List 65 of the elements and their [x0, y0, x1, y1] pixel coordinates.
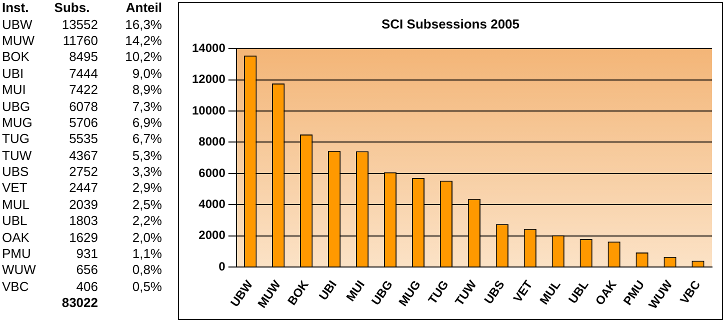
- text: 7422: [68, 82, 99, 98]
- y-tick-label: 0: [218, 259, 226, 274]
- text: 656: [75, 262, 99, 279]
- text: 5,3%: [131, 148, 163, 164]
- text: 16,3%: [124, 16, 163, 33]
- text: OAK: [1, 229, 30, 246]
- text: MUG: [1, 114, 34, 132]
- text: 406: [75, 278, 99, 296]
- text: 10,2%: [124, 49, 163, 66]
- text: UBL: [1, 213, 28, 230]
- text: 6,7%: [131, 131, 163, 148]
- text: 8,9%: [131, 82, 163, 98]
- text: 2039: [68, 196, 99, 214]
- text: 14,2%: [124, 32, 163, 50]
- y-tick-label: 4000: [198, 196, 226, 211]
- text: 5535: [68, 131, 99, 148]
- text: BOK: [1, 49, 30, 66]
- text: 8495: [68, 49, 99, 66]
- text: TUW: [1, 148, 33, 164]
- y-tick-label: 2000: [198, 228, 226, 242]
- text: 2,0%: [131, 229, 163, 246]
- text: 9,0%: [131, 66, 163, 82]
- text: 5706: [68, 114, 99, 132]
- text: UBI: [1, 66, 25, 82]
- x-tick-label: UBI: [316, 278, 340, 303]
- text: Subs.: [53, 0, 91, 16]
- text: VET: [1, 180, 28, 197]
- text: 3,3%: [131, 164, 163, 180]
- text: 0,8%: [131, 262, 163, 279]
- y-tick-label: 10000: [192, 103, 226, 118]
- text: UBG: [1, 98, 32, 115]
- text: PMU: [1, 246, 32, 262]
- text: UBW: [1, 16, 34, 33]
- text: TUG: [1, 131, 30, 148]
- text: 2,2%: [131, 213, 163, 230]
- y-tick-label: 14000: [192, 40, 226, 55]
- text: 7444: [68, 66, 99, 82]
- text: 1,1%: [131, 246, 163, 262]
- y-tick-label: 12000: [192, 72, 226, 86]
- text: MUL: [1, 196, 30, 214]
- text: Inst.: [1, 0, 30, 16]
- text: 1629: [68, 229, 99, 246]
- text: 0,5%: [131, 278, 163, 296]
- text: 11760: [62, 32, 99, 50]
- text: 2,5%: [131, 196, 163, 214]
- text: 6,9%: [131, 114, 163, 132]
- text: 4367: [68, 148, 99, 164]
- text: Anteil: [124, 0, 163, 16]
- text: MUW: [1, 32, 36, 50]
- y-tick-label: 6000: [198, 166, 226, 180]
- chart-title: SCI Subsessions 2005: [381, 16, 520, 32]
- text: 83022: [60, 295, 99, 312]
- text: MUI: [1, 82, 27, 98]
- text: 2447: [68, 180, 99, 197]
- x-tick-label: UBL: [566, 278, 592, 306]
- text: WUW: [1, 262, 37, 279]
- text: 931: [75, 246, 99, 262]
- y-tick-label: 8000: [198, 134, 226, 149]
- text: 2,9%: [131, 180, 163, 197]
- text: 2752: [68, 164, 99, 180]
- text: 7,3%: [131, 98, 163, 115]
- text: 6078: [68, 98, 99, 115]
- text: 13552: [60, 16, 99, 33]
- text: UBS: [1, 164, 30, 180]
- text: 1803: [68, 213, 99, 230]
